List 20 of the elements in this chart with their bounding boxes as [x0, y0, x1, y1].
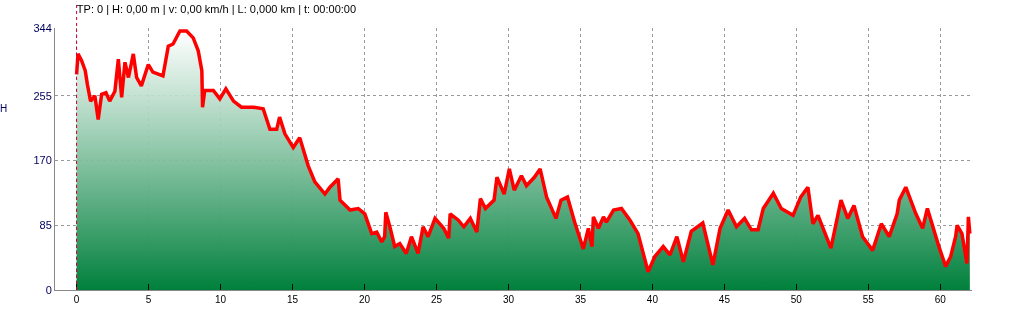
y-tick-label: 85: [39, 219, 52, 232]
x-tick-label: 0: [73, 294, 80, 305]
y-tick-label: 0: [45, 283, 52, 296]
x-tick-label: 40: [646, 294, 659, 305]
x-tick-label: 50: [790, 294, 803, 305]
x-tick-label: 10: [214, 294, 227, 305]
x-tick-label: 35: [574, 294, 587, 305]
y-tick-label: 170: [33, 154, 52, 167]
x-tick-label: 60: [934, 294, 947, 305]
y-axis-title: H: [0, 103, 8, 114]
x-tick-label: 5: [145, 294, 152, 305]
y-tick-label: 344: [33, 21, 52, 34]
x-tick-label: 20: [358, 294, 371, 305]
x-tick-label: 45: [718, 294, 731, 305]
x-tick-label: 30: [502, 294, 515, 305]
y-tick-label: 255: [33, 89, 52, 102]
x-tick-label: 25: [430, 294, 443, 305]
x-tick-label: 55: [862, 294, 875, 305]
chart-title: TP: 0 | H: 0,00 m | v: 0,00 km/h | L: 0,000 km | t: 00:00:00: [76, 2, 357, 15]
x-tick-label: 15: [286, 294, 299, 305]
